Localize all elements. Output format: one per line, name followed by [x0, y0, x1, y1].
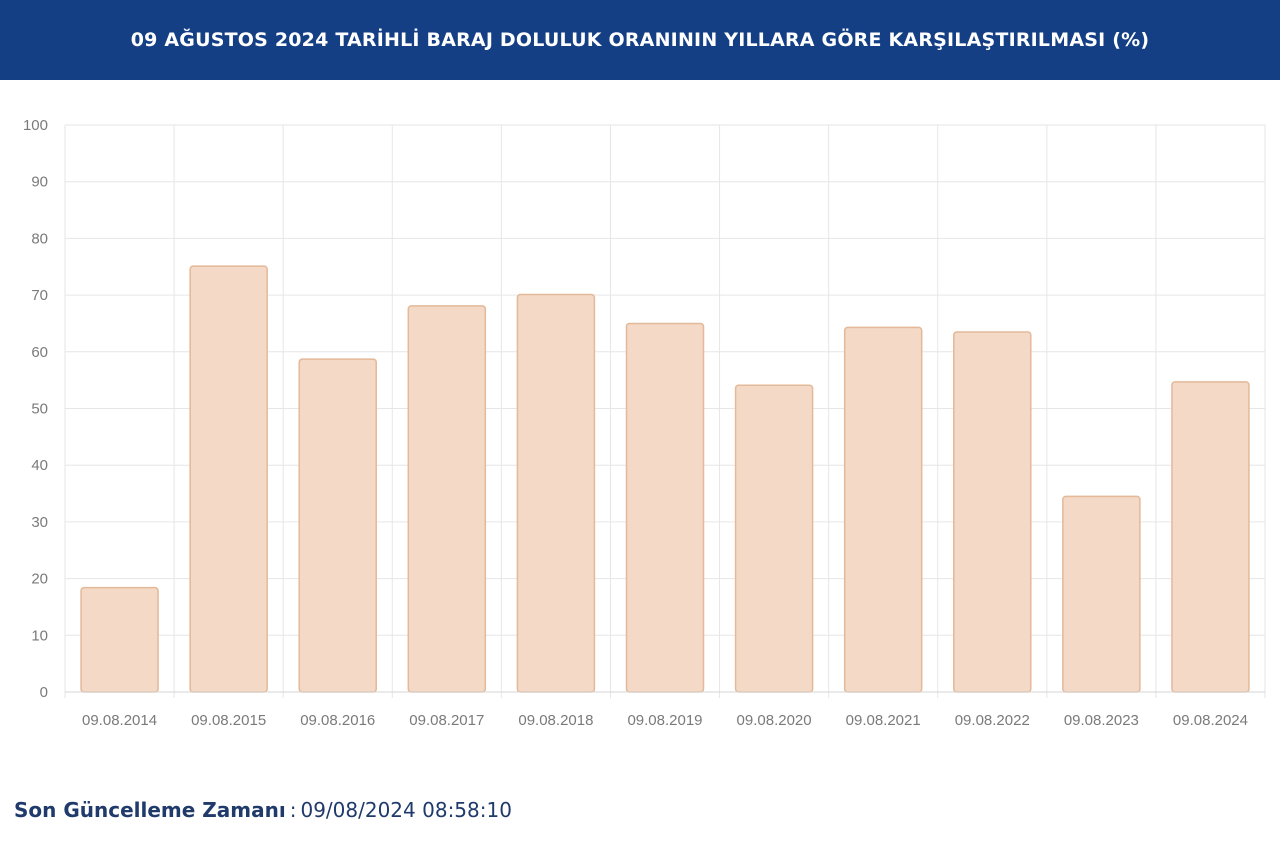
bar: [953, 331, 1032, 693]
bar: [843, 326, 923, 693]
y-tick-label: 70: [31, 287, 48, 304]
bar: [734, 384, 814, 693]
page-header: 09 AĞUSTOS 2024 TARİHLİ BARAJ DOLULUK OR…: [0, 0, 1280, 80]
y-tick-label: 50: [31, 401, 48, 418]
bar: [1171, 381, 1250, 693]
x-tick-label: 09.08.2024: [1173, 712, 1248, 729]
y-tick-label: 60: [31, 344, 48, 361]
x-tick-label: 09.08.2020: [737, 712, 812, 729]
y-tick-label: 10: [31, 627, 48, 644]
x-tick-label: 09.08.2015: [191, 712, 266, 729]
bar: [298, 358, 377, 693]
x-tick-label: 09.08.2022: [955, 712, 1030, 729]
bar: [625, 322, 705, 693]
y-tick-label: 20: [31, 571, 48, 588]
x-tick-label: 09.08.2016: [300, 712, 375, 729]
bar: [189, 265, 268, 693]
bar: [516, 293, 596, 693]
last-update-separator: :: [289, 798, 297, 822]
y-tick-label: 0: [40, 684, 48, 701]
bar: [80, 586, 159, 693]
last-update-value: 09/08/2024 08:58:10: [300, 798, 512, 822]
x-tick-label: 09.08.2018: [518, 712, 593, 729]
y-tick-label: 80: [31, 230, 48, 247]
last-update: Son Güncelleme Zamanı:09/08/2024 08:58:1…: [14, 798, 512, 822]
x-tick-label: 09.08.2021: [846, 712, 921, 729]
bar-chart: 0 10 20 30 40 50 60 70 80 90 100 09.08.2014 09.08.20…: [23, 117, 1266, 729]
bar: [1062, 495, 1141, 693]
page-title: 09 AĞUSTOS 2024 TARİHLİ BARAJ DOLULUK OR…: [130, 29, 1150, 51]
y-tick-label: 100: [23, 117, 48, 134]
bar: [407, 305, 487, 693]
x-tick-label: 09.08.2023: [1064, 712, 1139, 729]
x-tick-label: 09.08.2017: [409, 712, 484, 729]
last-update-label: Son Güncelleme Zamanı: [14, 798, 286, 822]
x-tick-label: 09.08.2019: [627, 712, 702, 729]
y-tick-label: 90: [31, 174, 48, 191]
y-tick-label: 30: [31, 514, 48, 531]
x-tick-label: 09.08.2014: [82, 712, 157, 729]
y-tick-label: 40: [31, 457, 48, 474]
